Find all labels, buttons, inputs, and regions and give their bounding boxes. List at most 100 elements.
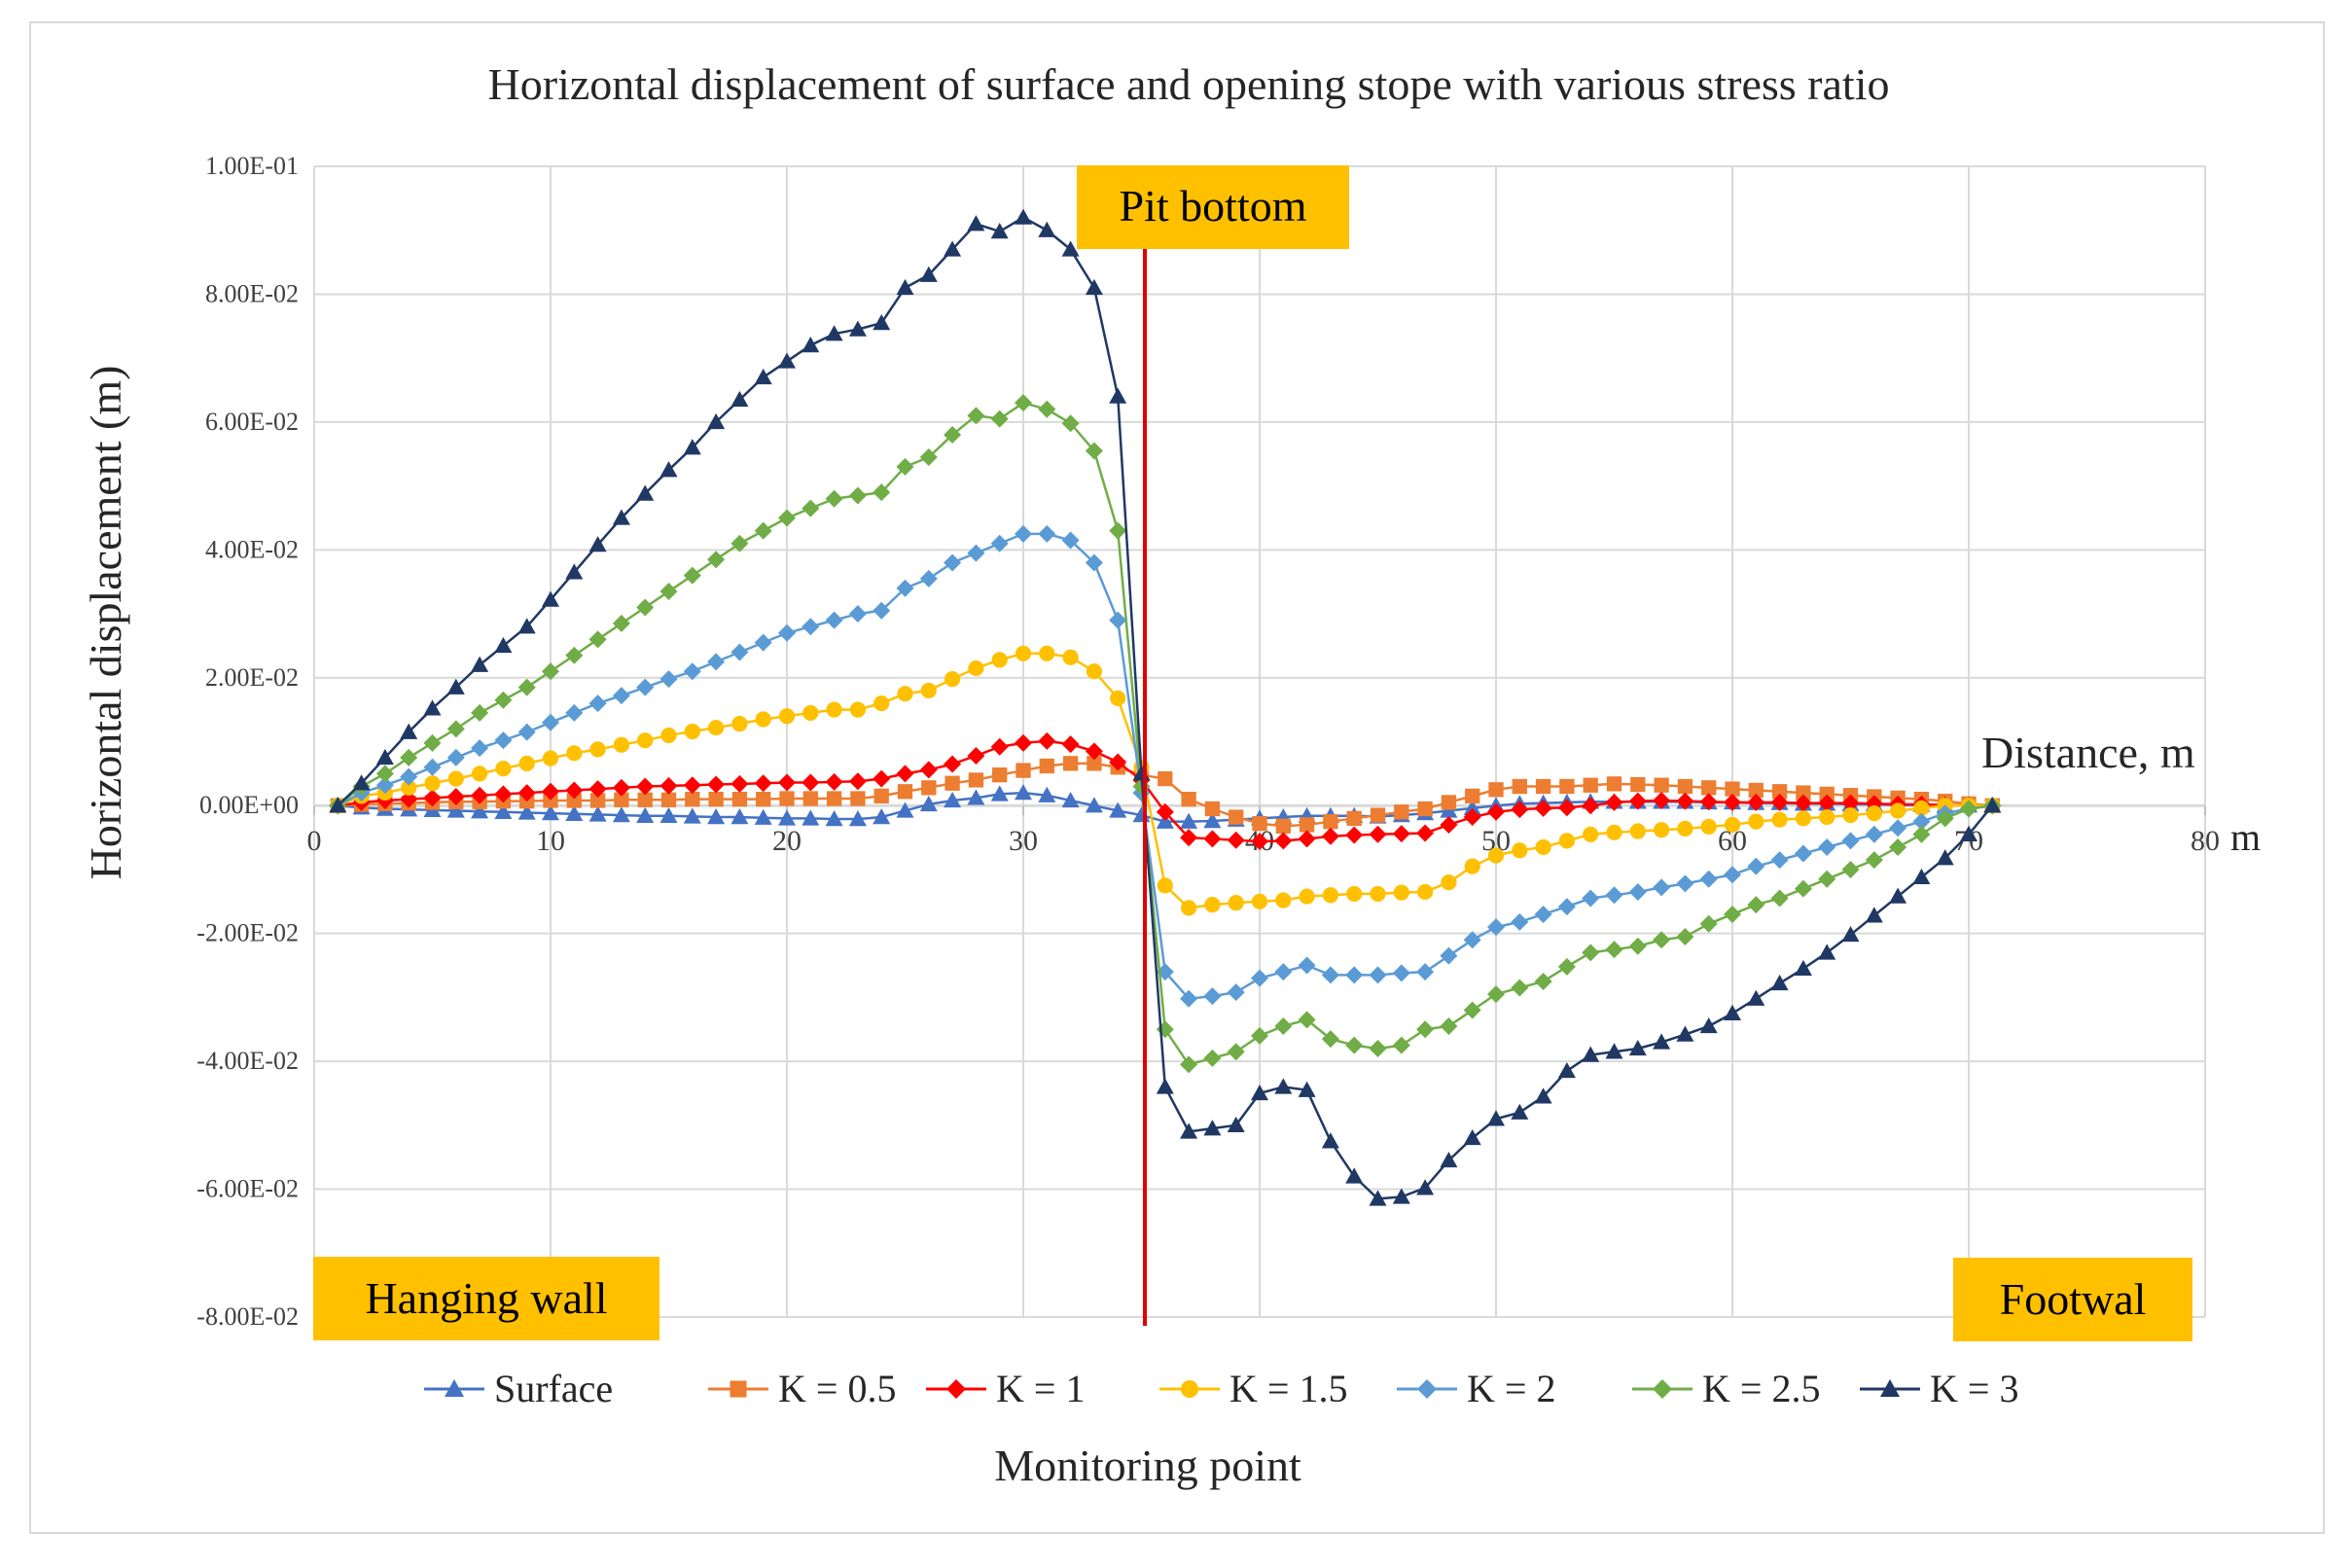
data-point: [754, 521, 772, 540]
data-point: [446, 788, 465, 806]
hanging-wall-box: [313, 1257, 659, 1340]
legend-label: K = 0.5: [778, 1367, 896, 1410]
x-tick-label: 10: [536, 825, 565, 857]
series-k-2: [329, 524, 2002, 1008]
data-point: [1181, 900, 1197, 916]
data-point: [1534, 972, 1552, 990]
data-point: [1770, 974, 1789, 991]
data-point: [1796, 785, 1811, 801]
data-point: [565, 804, 584, 821]
data-point: [919, 266, 938, 282]
data-point: [1487, 985, 1505, 1004]
data-point: [612, 806, 630, 823]
data-point: [1487, 918, 1505, 937]
data-point: [825, 325, 843, 341]
data-point: [1392, 964, 1410, 982]
data-point: [967, 789, 985, 805]
data-point: [1394, 804, 1409, 820]
chart-frame: Horizontal displacement of surface and o…: [29, 21, 2325, 1534]
data-point: [495, 761, 512, 777]
data-point: [1322, 887, 1338, 904]
y-tick-label: 2.00E-02: [205, 663, 299, 692]
data-point: [1416, 963, 1435, 981]
data-point: [1369, 1039, 1387, 1057]
data-point: [1298, 830, 1316, 848]
data-point: [919, 795, 938, 812]
data-point: [755, 711, 771, 728]
data-point: [494, 802, 513, 819]
data-point: [1676, 792, 1694, 810]
data-point: [542, 804, 559, 821]
data-point: [659, 776, 678, 795]
data-point: [1701, 780, 1717, 796]
x-tick-label: 0: [307, 825, 322, 857]
data-point: [1559, 778, 1575, 795]
data-point: [1321, 966, 1339, 984]
data-point: [944, 553, 962, 572]
data-point: [1748, 782, 1764, 799]
data-point: [1841, 832, 1860, 850]
data-point: [897, 784, 913, 800]
data-point: [1724, 793, 1741, 811]
data-point: [517, 678, 536, 696]
data-point: [992, 767, 1008, 783]
data-point: [896, 765, 914, 783]
data-point: [990, 737, 1009, 756]
data-point: [1488, 782, 1504, 798]
data-point: [565, 646, 584, 664]
data-point: [659, 461, 678, 478]
data-point: [517, 784, 536, 802]
data-point: [1275, 892, 1292, 909]
data-point: [1865, 825, 1883, 843]
data-point: [967, 215, 985, 232]
data-point: [1535, 838, 1551, 856]
data-point: [1015, 208, 1032, 225]
data-point: [588, 630, 607, 649]
data-point: [614, 792, 629, 807]
data-point: [542, 590, 559, 607]
data-point: [1275, 818, 1291, 834]
y-tick-label: 8.00E-02: [205, 279, 299, 307]
data-point: [1299, 817, 1315, 833]
data-point: [565, 781, 584, 800]
data-point: [401, 779, 417, 796]
data-point: [1606, 824, 1622, 840]
data-point: [1936, 809, 1954, 828]
data-point: [1251, 1084, 1268, 1101]
data-point: [1628, 1039, 1647, 1056]
data-point: [1061, 791, 1080, 808]
data-point: [1463, 931, 1481, 949]
data-point: [1582, 1046, 1600, 1062]
data-point: [1794, 794, 1812, 812]
data-point: [1298, 1011, 1316, 1029]
data-point: [1960, 800, 1978, 818]
data-point: [683, 807, 701, 824]
data-point: [612, 687, 630, 705]
data-point: [1393, 884, 1409, 901]
data-point: [565, 563, 584, 580]
data-point: [1724, 866, 1741, 884]
data-point: [731, 808, 749, 825]
data-point: [848, 605, 867, 624]
footwall-label: Footwal: [2000, 1274, 2147, 1324]
data-point: [944, 240, 962, 257]
data-point: [1274, 832, 1293, 850]
data-point: [967, 746, 985, 765]
data-point: [707, 775, 726, 794]
data-point: [1818, 794, 1836, 812]
data-point: [707, 412, 726, 430]
data-point: [1463, 1001, 1481, 1019]
data-point: [1087, 756, 1102, 771]
data-point: [494, 691, 513, 709]
data-point: [613, 736, 630, 753]
legend-item: K = 1.5: [1159, 1367, 1347, 1410]
data-point: [1535, 778, 1551, 795]
data-point: [1015, 784, 1032, 801]
data-point: [1653, 791, 1671, 809]
data-point: [1158, 770, 1173, 787]
data-point: [849, 701, 867, 718]
data-point: [896, 278, 914, 296]
data-point: [1085, 797, 1103, 813]
data-point: [1463, 1128, 1481, 1146]
data-point: [683, 566, 701, 585]
